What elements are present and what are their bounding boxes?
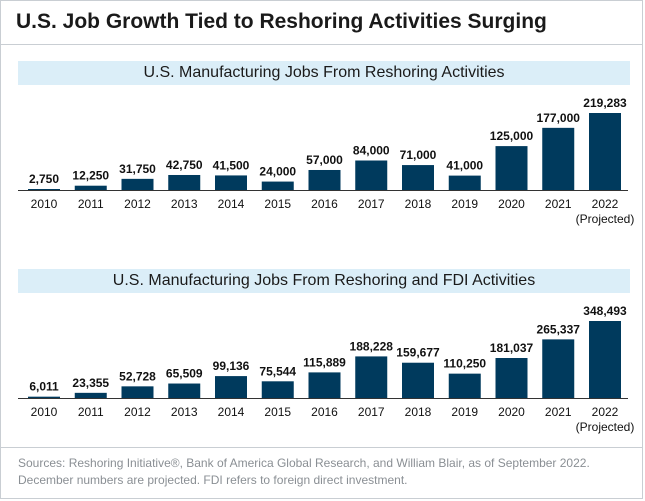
chart1-value-label: 57,000	[306, 153, 343, 167]
chart1-value-label: 177,000	[537, 111, 581, 125]
footer-divider	[0, 447, 643, 448]
chart2-value-label: 348,493	[583, 304, 627, 318]
chart2-tick-label: 2018	[405, 405, 432, 419]
chart1-bar-2019	[448, 175, 481, 190]
chart1-value-label: 41,000	[446, 159, 483, 173]
chart1-tick-label: 2020	[498, 197, 525, 211]
chart2-value-label: 65,509	[166, 367, 203, 381]
sources-footnote: Sources: Reshoring Initiative®, Bank of …	[18, 456, 590, 487]
chart1-reshoring-jobs: 2,750 2010 12,250 2011 31,750 2012 42,750 2013 4…	[18, 96, 635, 226]
chart2-tick-label: 2017	[358, 405, 385, 419]
chart2-value-label: 181,037	[490, 341, 534, 355]
chart2-tick-label: 2020	[498, 405, 525, 419]
chart2-tick-label: 2016	[311, 405, 338, 419]
page-title: U.S. Job Growth Tied to Reshoring Activi…	[16, 10, 547, 33]
chart2-value-label: 159,677	[396, 346, 440, 360]
chart1-value-label: 2,750	[29, 172, 59, 186]
chart2-tick-label: 2012	[124, 405, 151, 419]
chart1-value-label: 84,000	[353, 144, 390, 158]
chart1-tick-label: 2017	[358, 197, 385, 211]
chart1-tick-label: 2013	[171, 197, 198, 211]
chart2-value-label: 99,136	[213, 359, 250, 373]
chart1-tick-label: 2014	[218, 197, 245, 211]
chart1-tick-label: 2018	[405, 197, 432, 211]
chart2-reshoring-fdi-jobs: 6,011 2010 23,355 2011 52,728 2012 65,509 2013 9…	[18, 304, 635, 434]
chart1-value-label: 31,750	[119, 162, 156, 176]
chart1-tick-label: 2016	[311, 197, 338, 211]
chart2-bar-2019	[448, 373, 481, 398]
chart1-tick-label: 2015	[264, 197, 291, 211]
chart1-value-label: 41,500	[213, 158, 250, 172]
chart2-tick-label: 2015	[264, 405, 291, 419]
chart1-bar-2018	[402, 165, 434, 190]
chart1-bar-2010	[28, 189, 60, 190]
chart2-value-label: 52,728	[119, 369, 156, 383]
chart1-bar-2017	[355, 160, 388, 190]
chart2-value-label: 188,228	[350, 339, 394, 353]
chart2-bar-2012	[121, 386, 154, 398]
chart1-bar-2021	[542, 127, 575, 190]
title-divider	[0, 44, 643, 45]
chart1-bar-2022	[589, 113, 621, 190]
chart1-value-label: 24,000	[259, 165, 296, 179]
chart2-value-label: 75,544	[259, 364, 296, 378]
chart1-value-label: 12,250	[72, 169, 109, 183]
chart1-tick-label: 2011	[78, 197, 104, 211]
chart2-bar-2020	[495, 357, 528, 398]
chart2-value-label: 110,250	[443, 357, 486, 371]
chart1-tick-label: 2012	[124, 197, 151, 211]
chart1-tick-label: 2010	[31, 197, 58, 211]
chart1-tick-label: 2021	[545, 197, 572, 211]
chart2-tick-label: 2021	[545, 405, 572, 419]
chart2-bar-2011	[74, 392, 107, 398]
chart1-value-label: 71,000	[400, 148, 437, 162]
chart1-tick-note: (Projected)	[576, 212, 635, 226]
chart2-bar-2016	[308, 372, 341, 398]
chart1-tick-label: 2022	[592, 197, 619, 211]
chart2-value-label: 6,011	[29, 380, 59, 394]
chart2-tick-note: (Projected)	[576, 420, 635, 434]
chart2-tick-label: 2022	[592, 405, 619, 419]
chart1-value-label: 125,000	[490, 129, 534, 143]
chart2-value-label: 115,889	[303, 355, 346, 369]
chart1-bar-2015	[261, 181, 294, 190]
chart1-bar-2020	[495, 146, 528, 190]
chart2-value-label: 23,355	[72, 376, 109, 390]
chart2-bar-2017	[355, 356, 388, 398]
chart2-title: U.S. Manufacturing Jobs From Reshoring a…	[18, 269, 630, 293]
chart1-value-label: 42,750	[166, 158, 203, 172]
chart1-title: U.S. Manufacturing Jobs From Reshoring A…	[18, 61, 630, 85]
chart2-tick-label: 2019	[451, 405, 478, 419]
chart1-tick-label: 2019	[451, 197, 478, 211]
chart2-tick-label: 2011	[78, 405, 104, 419]
chart2-tick-label: 2013	[171, 405, 198, 419]
chart1-bar-2012	[121, 178, 154, 190]
chart1-value-label: 219,283	[583, 96, 627, 110]
chart2-bar-2013	[168, 383, 201, 398]
chart2-value-label: 265,337	[537, 322, 581, 336]
chart1-bar-2011	[74, 185, 107, 190]
chart2-tick-label: 2010	[31, 405, 58, 419]
chart2-tick-label: 2014	[218, 405, 245, 419]
chart1-bar-2013	[168, 174, 201, 190]
chart1-bar-2014	[215, 175, 247, 190]
chart2-bar-2021	[542, 339, 575, 398]
chart2-bar-2010	[28, 396, 60, 398]
chart2-bar-2015	[261, 381, 294, 398]
chart2-bar-2018	[402, 362, 434, 398]
chart2-bar-2014	[215, 376, 247, 398]
chart1-bar-2016	[308, 169, 341, 190]
chart2-bar-2022	[589, 321, 621, 398]
